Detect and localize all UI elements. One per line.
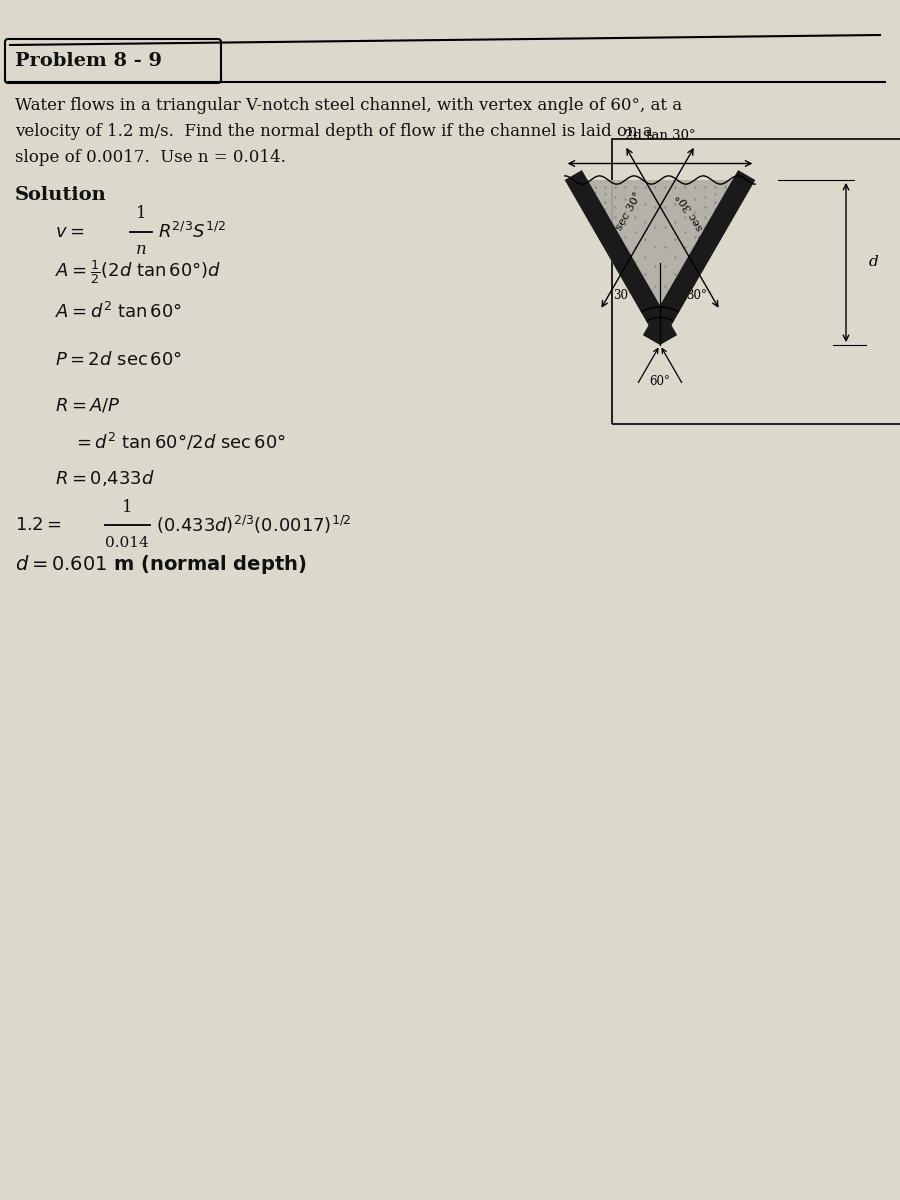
Text: $d = 0.601$ $\bf{m\ (normal\ depth)}$: $d = 0.601$ $\bf{m\ (normal\ depth)}$ — [15, 553, 307, 576]
Polygon shape — [643, 170, 755, 346]
Text: $A = d^2\ \tan 60°$: $A = d^2\ \tan 60°$ — [55, 302, 182, 322]
Text: 2d tan 30°: 2d tan 30° — [625, 130, 696, 142]
Text: velocity of 1.2 m/s.  Find the normal depth of flow if the channel is laid on a: velocity of 1.2 m/s. Find the normal dep… — [15, 124, 652, 140]
Text: $R^{2/3}S^{1/2}$: $R^{2/3}S^{1/2}$ — [158, 222, 226, 242]
Text: n: n — [136, 241, 147, 258]
Text: d: d — [869, 256, 879, 270]
Text: $P = 2d\ \sec 60°$: $P = 2d\ \sec 60°$ — [55, 350, 182, 370]
Text: $R = A/P$: $R = A/P$ — [55, 396, 121, 414]
Text: d sec 30°: d sec 30° — [608, 191, 644, 240]
Bar — [612, 139, 900, 425]
Text: $(0.433d)^{2/3}(0.0017)^{1/2}$: $(0.433d)^{2/3}(0.0017)^{1/2}$ — [156, 514, 352, 536]
Text: Problem 8 - 9: Problem 8 - 9 — [15, 52, 162, 70]
Polygon shape — [564, 180, 755, 346]
Text: Solution: Solution — [15, 186, 107, 204]
Text: 1: 1 — [136, 205, 147, 222]
Text: d sec 30°: d sec 30° — [677, 191, 711, 240]
Text: Water flows in a triangular V-notch steel channel, with vertex angle of 60°, at : Water flows in a triangular V-notch stee… — [15, 97, 682, 114]
Text: 0.014: 0.014 — [105, 536, 148, 550]
Text: 60°: 60° — [650, 374, 670, 388]
Text: 1: 1 — [122, 498, 132, 516]
Text: $A = \frac{1}{2}(2d\ \tan 60°)d$: $A = \frac{1}{2}(2d\ \tan 60°)d$ — [55, 258, 221, 286]
Text: $R = 0{,}433d$: $R = 0{,}433d$ — [55, 468, 155, 488]
FancyBboxPatch shape — [5, 38, 221, 83]
Text: 30°: 30° — [613, 289, 634, 302]
Text: slope of 0.0017.  Use n = 0.014.: slope of 0.0017. Use n = 0.014. — [15, 150, 286, 167]
Text: $1.2 = $: $1.2 = $ — [15, 516, 61, 534]
Text: $\quad = d^2\ \tan 60° / 2d\ \sec 60°$: $\quad = d^2\ \tan 60° / 2d\ \sec 60°$ — [55, 432, 286, 452]
Polygon shape — [564, 170, 677, 346]
Text: $v = $: $v = $ — [55, 223, 85, 241]
Text: 30°: 30° — [686, 289, 706, 302]
